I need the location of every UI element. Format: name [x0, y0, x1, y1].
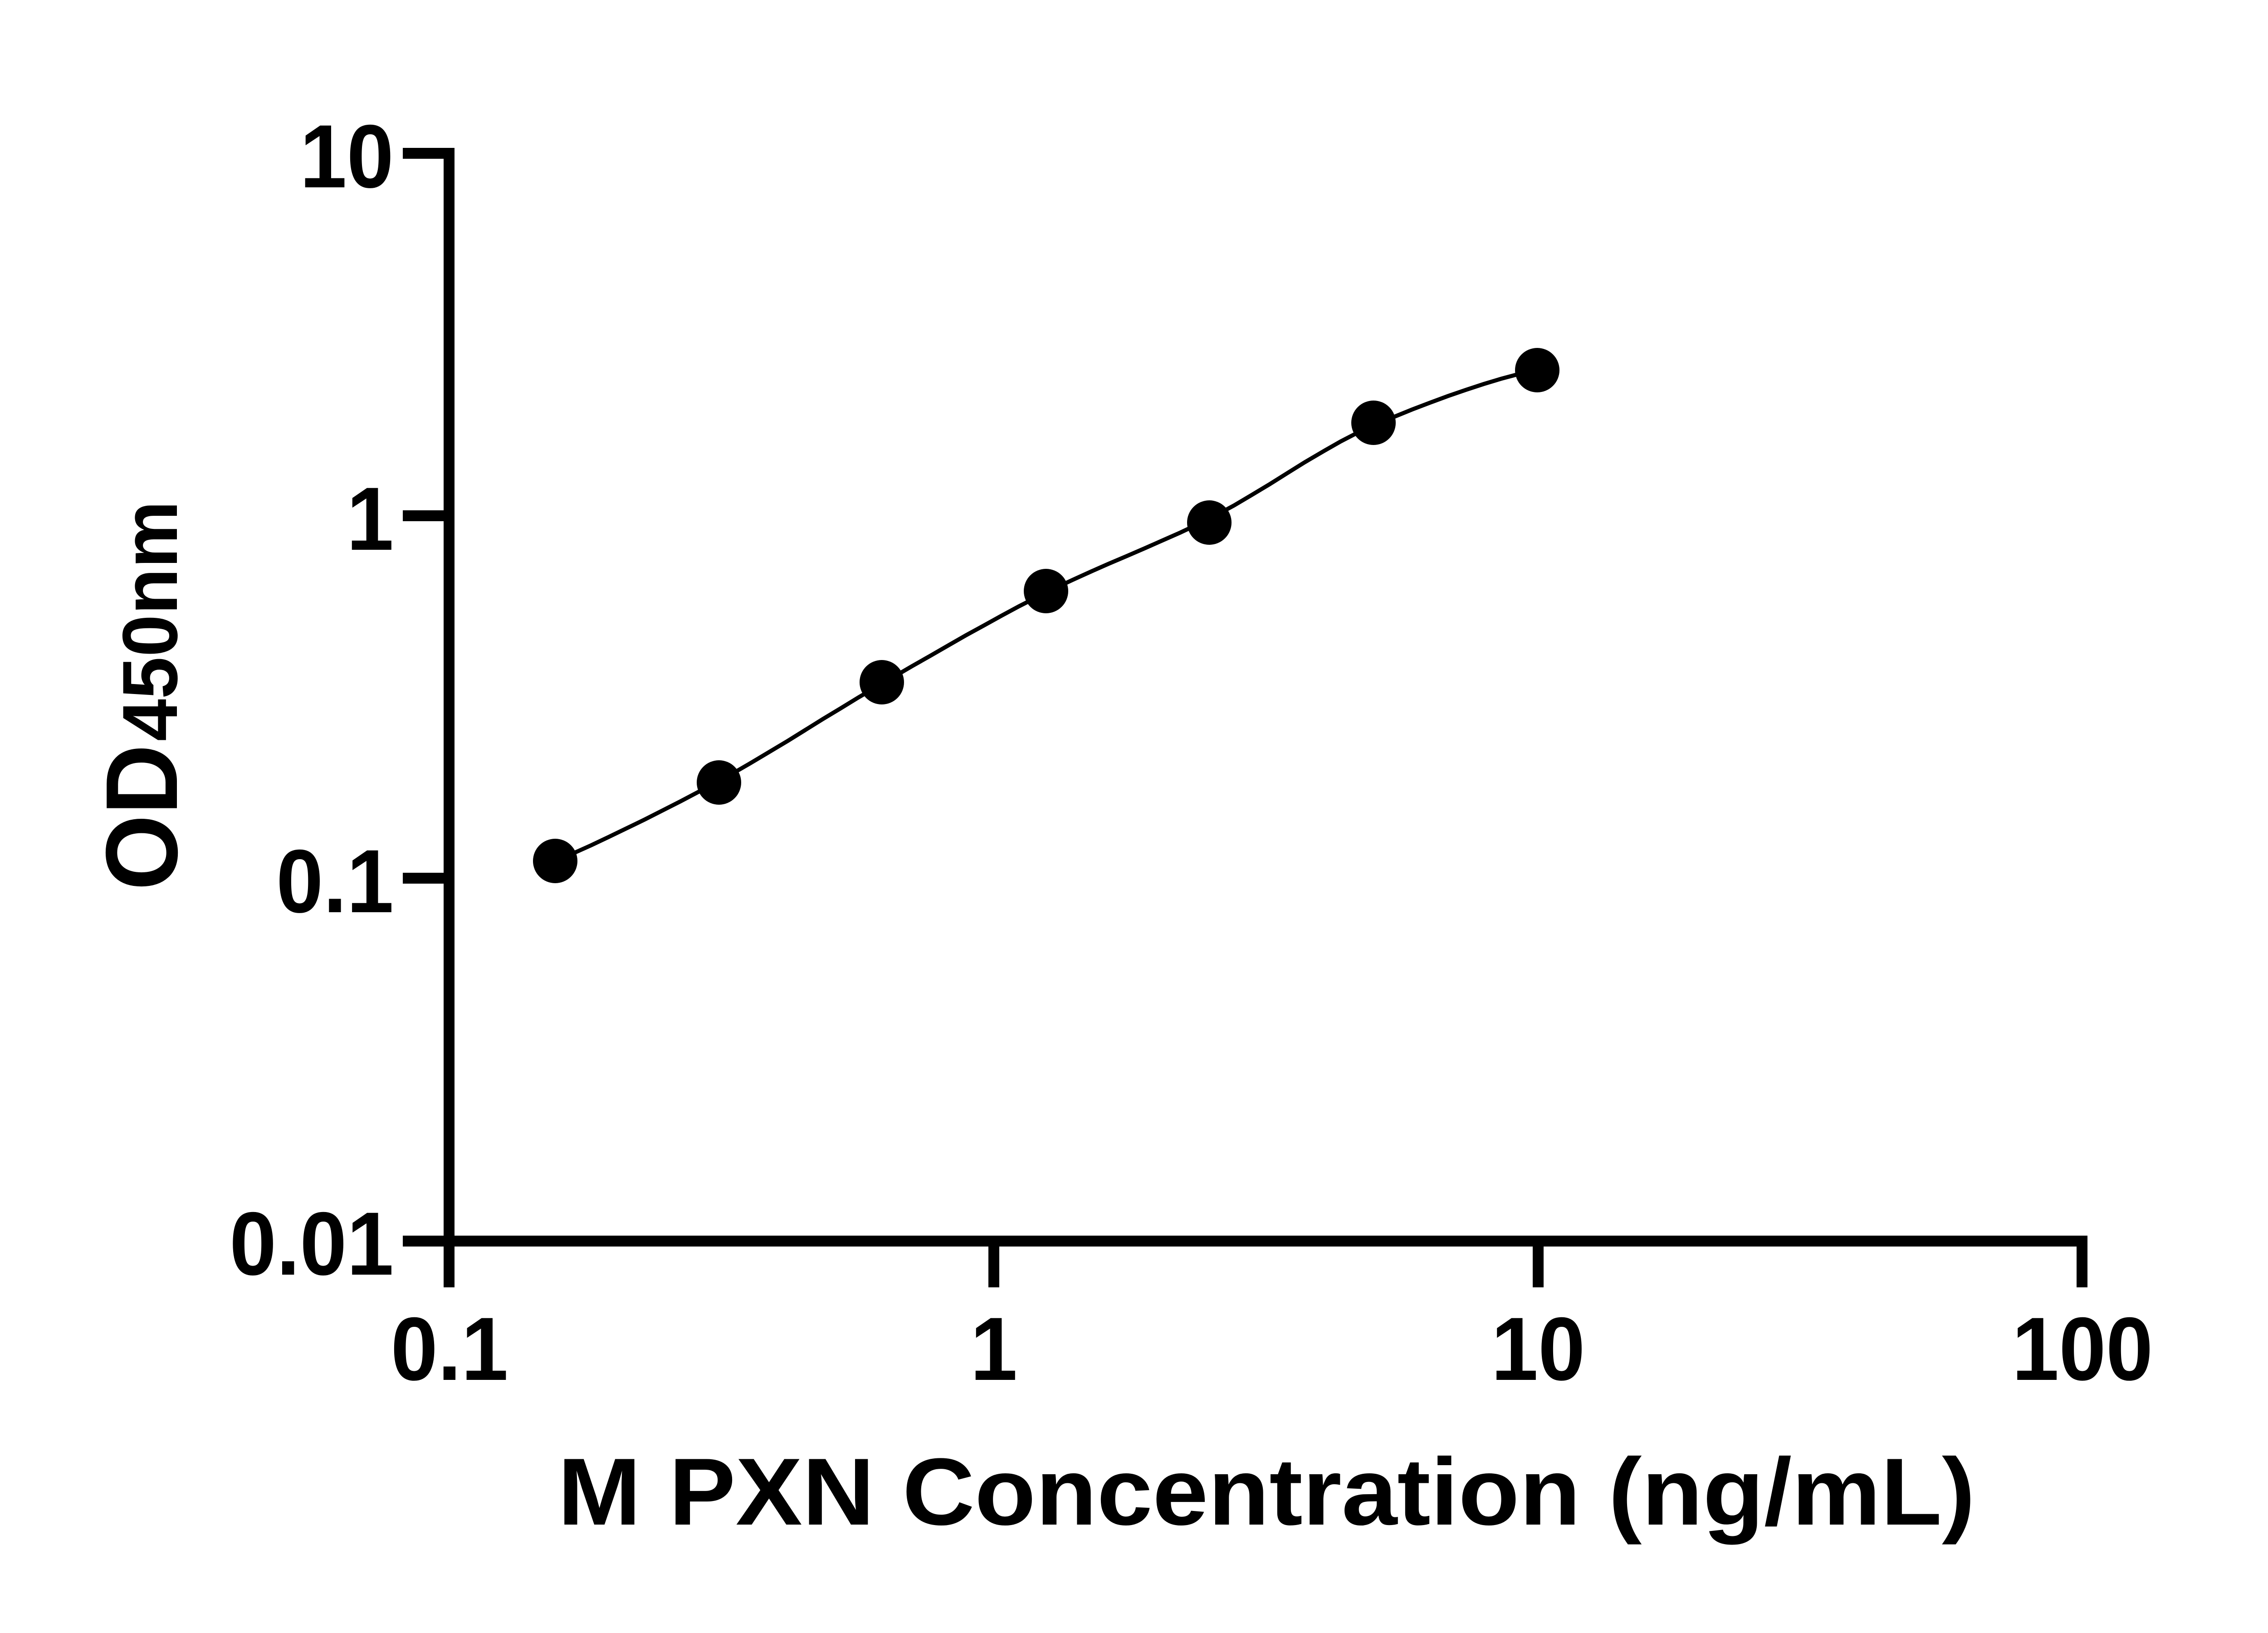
svg-text:0.01: 0.01 — [230, 1193, 394, 1294]
svg-text:0.1: 0.1 — [276, 831, 394, 931]
svg-text:1: 1 — [970, 1299, 1017, 1399]
svg-text:0.1: 0.1 — [391, 1299, 508, 1399]
svg-text:1: 1 — [347, 469, 394, 569]
svg-text:10: 10 — [1491, 1299, 1585, 1399]
svg-text:10: 10 — [300, 106, 394, 206]
svg-text:OD: OD — [84, 744, 199, 890]
svg-text:100: 100 — [2012, 1299, 2153, 1399]
svg-text:M PXN Concentration (ng/mL): M PXN Concentration (ng/mL) — [558, 1438, 1975, 1545]
svg-text:450nm: 450nm — [107, 501, 194, 741]
